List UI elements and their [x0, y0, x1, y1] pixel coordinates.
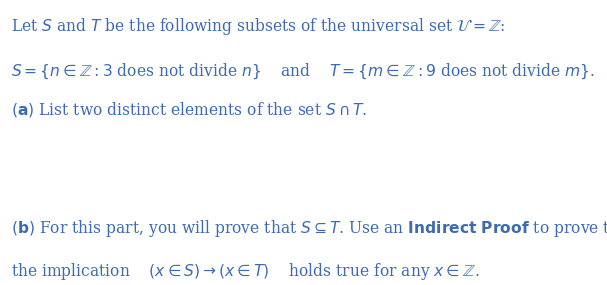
Text: Let $S$ and $T$ be the following subsets of the universal set $\mathcal{U} = \ma: Let $S$ and $T$ be the following subsets… — [11, 16, 506, 37]
Text: the implication    $(x \in S) \to (x \in T)$    holds true for any $x \in \mathb: the implication $(x \in S) \to (x \in T)… — [11, 261, 480, 282]
Text: $S = \{n \in \mathbb{Z} : 3$ does not divide $n\}$    and    $T = \{m \in \mathb: $S = \{n \in \mathbb{Z} : 3$ does not di… — [11, 61, 595, 81]
Text: $(\mathbf{b})$ For this part, you will prove that $S \subseteq T$. Use an $\math: $(\mathbf{b})$ For this part, you will p… — [11, 218, 607, 239]
Text: $(\mathbf{a})$ List two distinct elements of the set $S \cap T$.: $(\mathbf{a})$ List two distinct element… — [11, 100, 367, 119]
